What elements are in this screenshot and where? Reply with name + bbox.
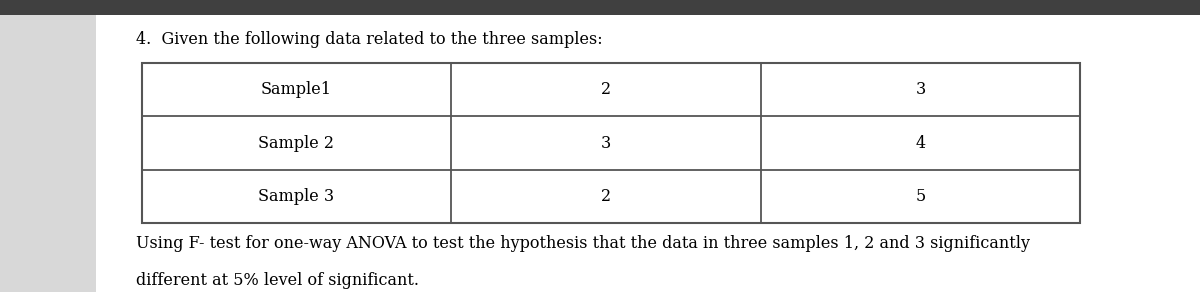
Text: Sample 3: Sample 3 xyxy=(258,188,335,205)
Text: 3: 3 xyxy=(916,81,925,98)
Text: 2: 2 xyxy=(601,81,611,98)
Text: 2: 2 xyxy=(601,188,611,205)
Bar xyxy=(142,63,1080,223)
Text: Sample1: Sample1 xyxy=(260,81,332,98)
Text: Using F- test for one-way ANOVA to test the hypothesis that the data in three sa: Using F- test for one-way ANOVA to test … xyxy=(136,235,1030,252)
Text: different at 5% level of significant.: different at 5% level of significant. xyxy=(136,272,419,288)
Text: 5: 5 xyxy=(916,188,925,205)
Text: 4.  Given the following data related to the three samples:: 4. Given the following data related to t… xyxy=(136,31,602,48)
Text: Sample 2: Sample 2 xyxy=(258,135,335,152)
Bar xyxy=(0,0,1200,15)
Text: 4: 4 xyxy=(916,135,925,152)
Text: 3: 3 xyxy=(601,135,611,152)
